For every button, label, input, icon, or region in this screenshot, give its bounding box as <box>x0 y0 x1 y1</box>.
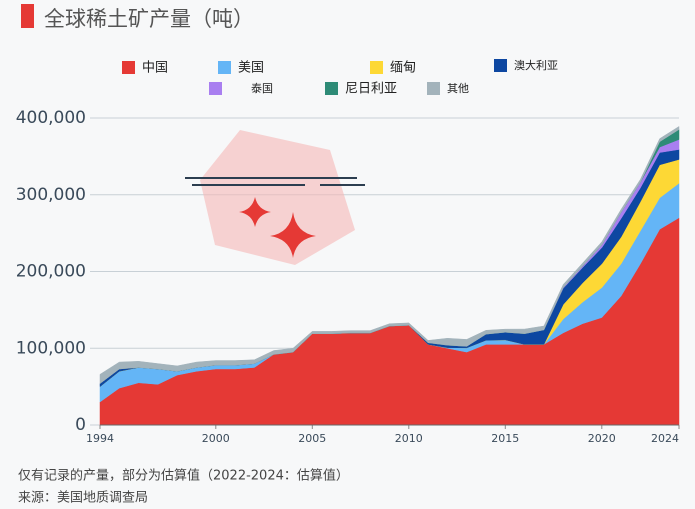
legend-swatch <box>427 82 440 95</box>
legend-swatch <box>209 82 222 95</box>
area <box>99 217 680 426</box>
title-marker <box>21 4 34 28</box>
x-tick-label: 2010 <box>395 432 423 445</box>
legend-label: 缅甸 <box>390 61 416 76</box>
legend-swatch <box>122 61 135 74</box>
area <box>99 125 680 385</box>
legend-swatch <box>370 61 383 74</box>
x-tick-label: 2024 <box>651 432 679 445</box>
legend-label: 其他 <box>447 82 469 95</box>
x-tick-label: 1994 <box>86 432 114 445</box>
x-tick-label: 2005 <box>298 432 326 445</box>
legend-label: 澳大利亚 <box>514 58 558 72</box>
source: 来源：美国地质调查局 <box>18 491 148 506</box>
legend-label: 中国 <box>142 61 168 76</box>
legend-label: 美国 <box>238 61 264 76</box>
x-tick-label: 2020 <box>588 432 616 445</box>
legend-swatch <box>494 59 507 72</box>
x-tick-label: 2015 <box>491 432 519 445</box>
y-tick-label: 100,000 <box>16 338 86 358</box>
y-tick-label: 0 <box>75 415 86 435</box>
legend-label: 泰国 <box>251 81 273 95</box>
y-tick-label: 400,000 <box>16 108 86 128</box>
y-tick-label: 200,000 <box>16 262 86 282</box>
x-tick-label: 2000 <box>202 432 230 445</box>
footnote: 仅有记录的产量，部分为估算值（2022-2024：估算值） <box>18 468 349 484</box>
legend-swatch <box>218 61 231 74</box>
overlay-icon <box>185 130 365 265</box>
legend-swatch <box>325 82 338 95</box>
y-tick-label: 300,000 <box>16 185 86 205</box>
chart-title: 全球稀土矿产量（吨） <box>44 7 254 31</box>
legend-label: 尼日利亚 <box>345 82 397 97</box>
